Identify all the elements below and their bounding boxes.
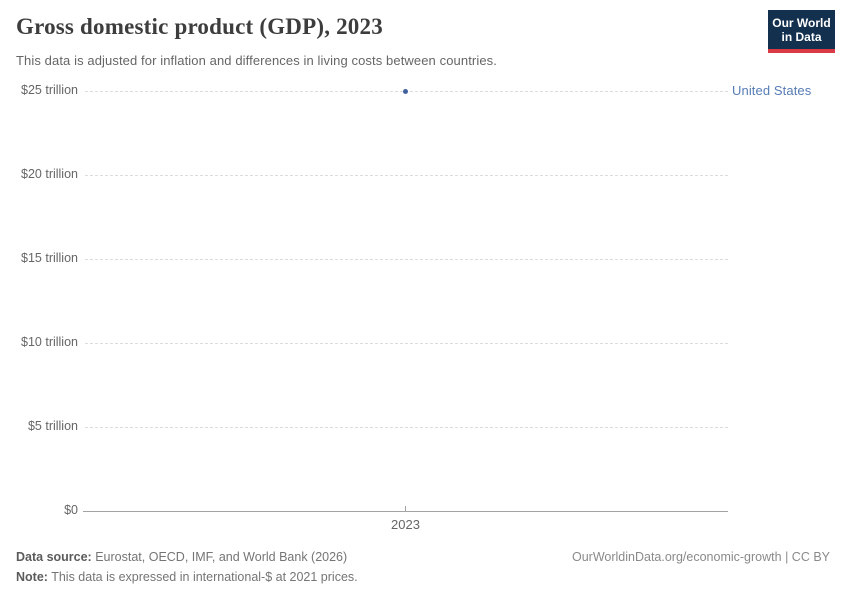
y-gridline <box>85 259 728 260</box>
note-label: Note: <box>16 570 48 584</box>
chart-subtitle: This data is adjusted for inflation and … <box>16 53 497 68</box>
series-label-united-states[interactable]: United States <box>732 83 812 98</box>
x-tick-mark <box>405 506 406 511</box>
x-tick-label: 2023 <box>391 517 420 532</box>
y-tick-label: $10 trillion <box>21 335 78 349</box>
footer-separator: | <box>785 550 789 564</box>
footer-attribution: OurWorldinData.org/economic-growth | CC … <box>572 547 830 567</box>
owid-logo: Our World in Data <box>768 10 835 53</box>
y-tick-label: $15 trillion <box>21 251 78 265</box>
y-tick-label: $20 trillion <box>21 167 78 181</box>
logo-line-1: Our World <box>772 15 831 30</box>
data-point-united-states[interactable] <box>403 88 408 94</box>
note-line: Note: This data is expressed in internat… <box>16 567 830 587</box>
license-label[interactable]: CC BY <box>791 550 830 564</box>
y-gridline <box>85 343 728 344</box>
owid-url-link[interactable]: OurWorldinData.org/economic-growth <box>572 550 782 564</box>
y-gridline <box>85 175 728 176</box>
y-tick-label: $5 trillion <box>27 419 78 433</box>
y-gridline <box>85 427 728 428</box>
x-axis-line <box>83 511 728 512</box>
y-tick-label: $0 <box>64 503 78 517</box>
chart-footer: Data source: Eurostat, OECD, IMF, and Wo… <box>16 547 830 587</box>
data-source-text: Eurostat, OECD, IMF, and World Bank (202… <box>95 550 348 564</box>
data-source-label: Data source: <box>16 550 92 564</box>
page-title: Gross domestic product (GDP), 2023 <box>16 14 383 39</box>
note-text: This data is expressed in international-… <box>51 570 358 584</box>
data-source-line: Data source: Eurostat, OECD, IMF, and Wo… <box>16 547 347 567</box>
logo-line-2: in Data <box>781 29 822 44</box>
y-tick-label: $25 trillion <box>21 83 78 97</box>
